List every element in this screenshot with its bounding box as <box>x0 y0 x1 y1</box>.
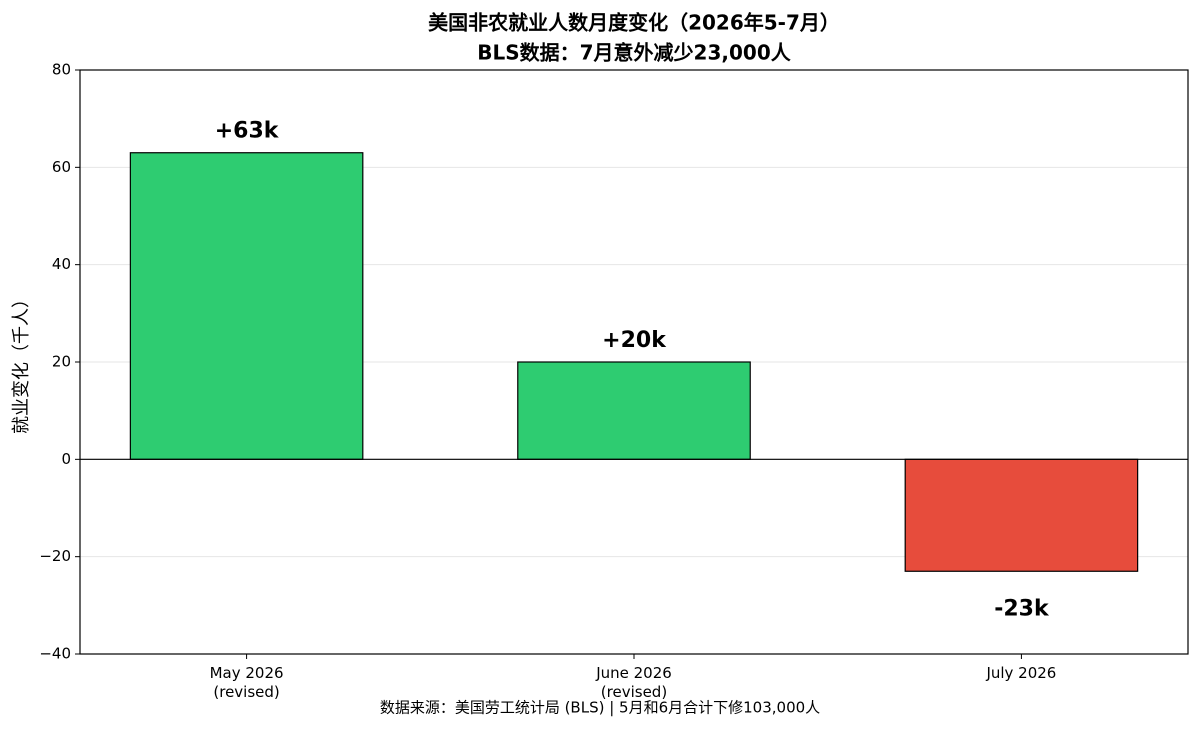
value-label: +63k <box>215 119 280 144</box>
y-tick-label: 60 <box>52 158 71 176</box>
y-tick-label: 80 <box>52 61 71 79</box>
bar <box>129 152 364 460</box>
note: 数据来源：美国劳工统计局 (BLS) | 5月和6月合计下修103,000人 <box>380 699 820 717</box>
bar <box>904 458 1139 572</box>
y-axis-label: 就业变化（千人） <box>11 290 32 434</box>
value-label: -23k <box>994 596 1050 621</box>
x-tick-label: May 2026 (revised) <box>209 664 284 701</box>
x-tick-label: June 2026 (revised) <box>596 664 672 701</box>
x-tick-label: July 2026 <box>986 664 1057 682</box>
chart-subtitle: BLS数据：7月意外减少23,000人 <box>477 41 791 65</box>
y-tick-label: 20 <box>52 353 71 371</box>
y-tick-label: 40 <box>52 255 71 273</box>
value-label: +20k <box>602 328 667 353</box>
y-tick-label: 0 <box>61 450 71 468</box>
plot-frame <box>79 69 1189 655</box>
chart-title: 美国非农就业人数月度变化（2026年5-7月） <box>428 11 840 35</box>
y-tick-label: −40 <box>39 645 71 663</box>
bar <box>517 361 751 460</box>
y-tick-label: −20 <box>39 547 71 565</box>
